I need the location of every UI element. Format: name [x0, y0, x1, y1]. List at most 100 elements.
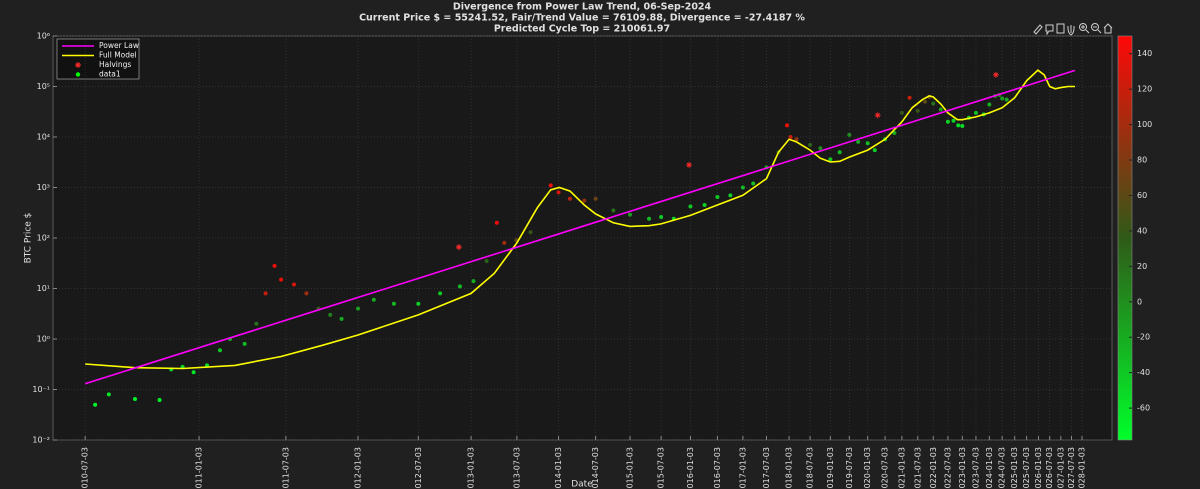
chart-title: Divergence from Power Law Trend, 06-Sep-… [453, 2, 712, 13]
colorbar [1117, 35, 1133, 441]
y-tick-label: 10⁵ [37, 82, 50, 91]
price-point [788, 135, 793, 139]
price-point [837, 150, 842, 155]
x-tick-label: 2010-07-03 [81, 447, 90, 489]
price-point [438, 291, 443, 296]
x-tick-label: 2018-01-03 [785, 447, 794, 489]
price-point [856, 139, 861, 144]
price-point [191, 370, 196, 375]
price-point [872, 148, 877, 153]
price-point [899, 110, 904, 115]
y-tick-label: 10⁰ [37, 335, 50, 344]
x-tick-label: 2013-07-03 [512, 447, 521, 489]
price-point [987, 102, 992, 107]
price-point [494, 220, 499, 225]
y-tick-label: 10² [37, 234, 50, 243]
chart-subtitle: Current Price $ = 55241.52, Fair/Trend V… [359, 13, 805, 24]
price-point [272, 263, 277, 268]
x-axis-label: Date [571, 480, 593, 489]
price-point [567, 196, 572, 201]
x-tick-label: 2014-07-03 [591, 447, 600, 489]
x-tick-label: 2011-07-03 [281, 447, 290, 489]
x-tick-label: 2022-01-03 [929, 447, 938, 489]
x-tick-label: 2016-07-03 [713, 447, 722, 489]
price-point [751, 181, 756, 186]
price-point [217, 348, 222, 353]
x-tick-label: 2019-07-03 [845, 447, 854, 489]
price-point [907, 95, 912, 100]
brush-button[interactable] [1033, 24, 1043, 35]
price-point [702, 203, 707, 208]
price-point [1000, 96, 1005, 101]
colorbar-tick-label: 20 [1137, 262, 1147, 271]
x-tick-label: 2024-01-03 [985, 447, 994, 489]
price-point [808, 142, 813, 147]
price-point [960, 124, 965, 129]
price-point [715, 194, 720, 199]
x-tick-label: 2027-07-03 [1067, 447, 1076, 489]
x-tick-label: 2023-07-03 [971, 447, 980, 489]
price-point [973, 110, 978, 115]
price-point [548, 183, 553, 188]
price-point [484, 259, 489, 264]
price-point [339, 316, 344, 321]
price-point [133, 396, 138, 401]
colorbar-tick-label: -40 [1137, 368, 1150, 377]
price-point [931, 101, 936, 106]
y-tick-label: 10¹ [37, 284, 50, 293]
price-point [457, 284, 462, 289]
y-tick-label: 10⁻¹ [32, 385, 50, 394]
x-tick-label: 2012-01-03 [354, 447, 363, 489]
halving-marker [874, 112, 881, 119]
price-point [688, 204, 693, 209]
price-point [938, 107, 943, 112]
home-button[interactable] [1103, 23, 1113, 34]
price-point [502, 240, 507, 245]
colorbar-tick-label: 100 [1137, 120, 1152, 129]
x-tick-label: 2011-01-03 [195, 447, 204, 489]
x-tick-label: 2013-01-03 [467, 447, 476, 489]
legend-swatch [75, 72, 81, 77]
price-point [956, 123, 961, 128]
x-tick-label: 2012-07-03 [414, 447, 423, 489]
legend-label: Full Model [99, 51, 137, 60]
colorbar-tick-label: 80 [1137, 156, 1147, 165]
x-tick-label: 2020-07-03 [881, 447, 890, 489]
price-point [242, 341, 247, 346]
y-tick-label: 10⁻² [32, 436, 50, 445]
pan-button[interactable] [1067, 25, 1075, 36]
x-tick-label: 2026-01-03 [1034, 447, 1043, 489]
colorbar-tick-label: 0 [1137, 297, 1142, 306]
x-tick-label: 2026-07-03 [1045, 447, 1054, 489]
zoom-in-button[interactable] [1079, 23, 1090, 34]
y-axis-label: BTC Price $ [24, 213, 34, 264]
price-point [93, 402, 98, 407]
export-button[interactable] [1056, 23, 1065, 34]
x-tick-label: 2025-07-03 [1022, 447, 1031, 489]
zoom-out-button[interactable] [1091, 23, 1102, 34]
price-point [471, 279, 476, 284]
data-tips-button[interactable] [1045, 24, 1054, 36]
x-tick-label: 2021-07-03 [913, 447, 922, 489]
x-tick-label: 2021-01-03 [897, 447, 906, 489]
x-tick-label: 2019-01-03 [826, 447, 835, 489]
x-tick-label: 2028-01-03 [1078, 447, 1087, 489]
price-point [416, 301, 421, 306]
price-point [328, 312, 333, 317]
x-tick-label: 2018-07-03 [806, 447, 815, 489]
price-point [593, 196, 598, 201]
halving-marker [455, 244, 462, 251]
price-point [628, 212, 633, 217]
price-point [945, 119, 950, 124]
x-tick-label: 2027-01-03 [1056, 447, 1065, 489]
price-point [865, 141, 870, 146]
legend-swatch [75, 62, 81, 68]
price-point [794, 137, 799, 142]
colorbar-tick-label: 40 [1137, 226, 1147, 235]
price-point [279, 277, 284, 282]
chart-subtitle: Predicted Cycle Top = 210061.97 [494, 24, 670, 35]
colorbar-tick-label: 60 [1137, 191, 1147, 200]
legend-label: Power Law [99, 41, 139, 50]
toolbar [1033, 23, 1113, 36]
